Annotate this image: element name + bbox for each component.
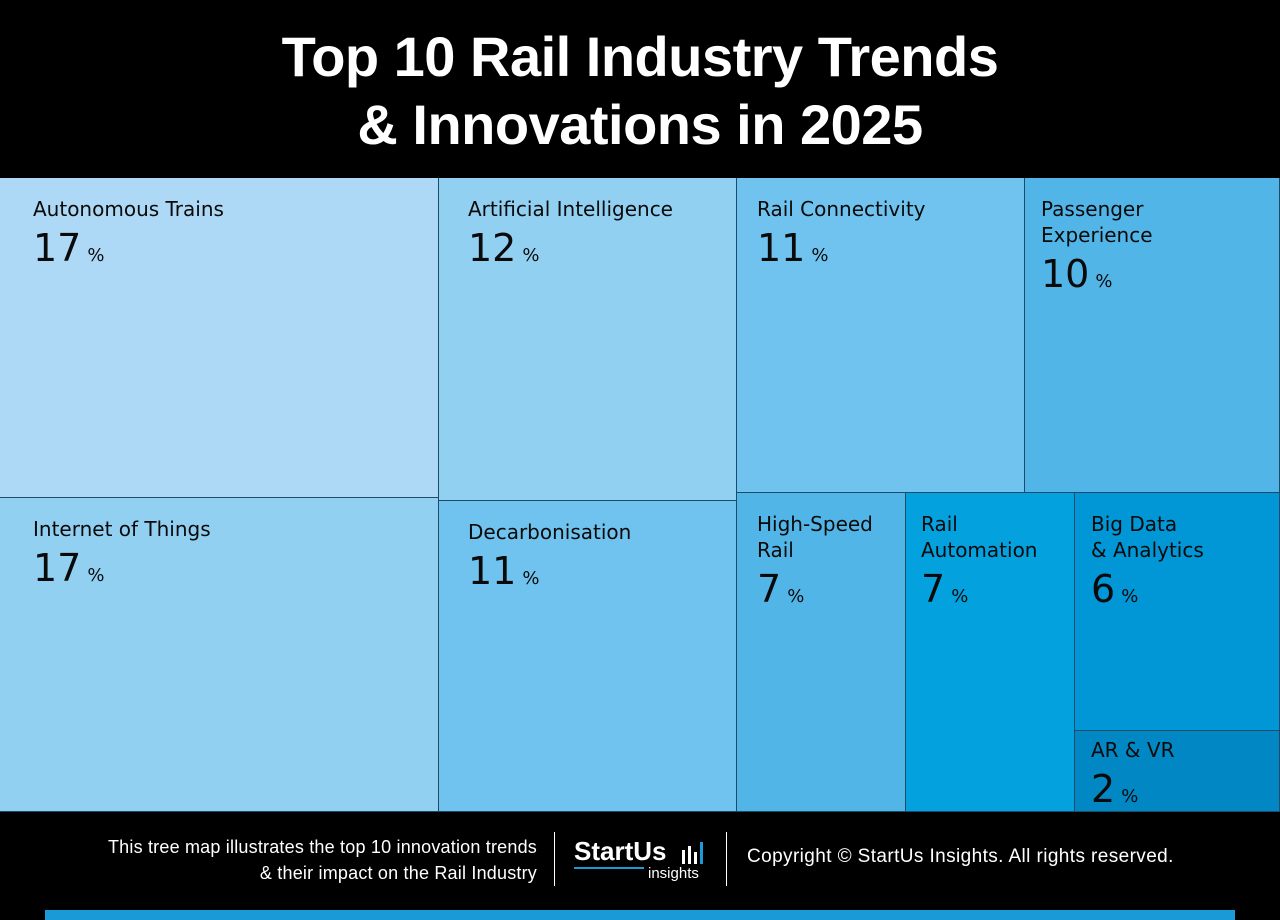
- footer: This tree map illustrates the top 10 inn…: [0, 812, 1280, 920]
- tile-label: Passenger Experience: [1041, 197, 1153, 247]
- footer-separator-right: [726, 832, 727, 886]
- tile-value-unit: %: [787, 586, 805, 607]
- treemap-tile-high-speed-rail: High-Speed Rail 7%: [737, 493, 906, 812]
- tile-value-number: 17: [33, 226, 82, 270]
- tile-label: Big Data & Analytics: [1091, 512, 1204, 562]
- tile-value-number: 17: [33, 546, 82, 590]
- tile-label: Decarbonisation: [468, 520, 632, 544]
- title-line-2: & Innovations in 2025: [357, 93, 923, 156]
- logo-underline: [574, 867, 644, 869]
- tile-label: High-Speed Rail: [757, 512, 873, 562]
- tile-value-number: 7: [757, 567, 782, 611]
- tile-value-number: 11: [468, 549, 517, 593]
- treemap-tile-artificial-intelligence: Artificial Intelligence 12%: [439, 178, 737, 501]
- tile-value-number: 7: [921, 567, 946, 611]
- treemap-tile-internet-of-things: Internet of Things 17%: [0, 498, 439, 812]
- header: Top 10 Rail Industry Trends & Innovation…: [0, 0, 1280, 178]
- tile-value-number: 10: [1041, 252, 1090, 296]
- treemap-tile-ar-and-vr: AR & VR 2%: [1075, 731, 1280, 812]
- tile-value: 11%: [468, 549, 539, 601]
- tile-value: 12%: [468, 226, 539, 278]
- footer-description: This tree map illustrates the top 10 inn…: [108, 834, 537, 886]
- logo-sub-text: insights: [648, 865, 699, 882]
- tile-label: Autonomous Trains: [33, 197, 224, 221]
- tile-label: Rail Connectivity: [757, 197, 926, 221]
- tile-value: 7%: [757, 567, 804, 619]
- tile-value-number: 2: [1091, 767, 1116, 811]
- bar-chart-icon: [682, 842, 703, 864]
- footer-description-line-1: This tree map illustrates the top 10 inn…: [107, 837, 537, 857]
- tile-value: 2%: [1091, 767, 1139, 811]
- tile-value: 17%: [33, 546, 104, 598]
- tile-label: Rail Automation: [921, 512, 1038, 562]
- footer-separator-left: [554, 832, 555, 886]
- tile-value: 6%: [1091, 567, 1138, 619]
- title-line-1: Top 10 Rail Industry Trends: [281, 25, 999, 88]
- treemap: Autonomous Trains 17% Internet of Things 17…: [0, 178, 1280, 812]
- tile-value-unit: %: [951, 586, 969, 607]
- startus-insights-logo: StartUs insights: [574, 836, 714, 884]
- tile-value: 11%: [757, 226, 828, 278]
- tile-value-unit: %: [87, 245, 105, 266]
- treemap-tile-passenger-experience: Passenger Experience 10%: [1025, 178, 1280, 493]
- tile-value-unit: %: [522, 568, 540, 589]
- tile-value-number: 6: [1091, 567, 1116, 611]
- logo-brand-text: StartUs: [574, 836, 667, 866]
- tile-value: 17%: [33, 226, 104, 278]
- treemap-tile-autonomous-trains: Autonomous Trains 17%: [0, 178, 439, 498]
- treemap-tile-rail-connectivity: Rail Connectivity 11%: [737, 178, 1025, 493]
- treemap-tile-big-data-and-analytics: Big Data & Analytics 6%: [1075, 493, 1280, 731]
- tile-value: 10%: [1041, 252, 1112, 304]
- footer-description-line-2: & their impact on the Rail Industry: [259, 863, 537, 883]
- tile-label: Internet of Things: [33, 517, 211, 541]
- tile-value-unit: %: [87, 565, 105, 586]
- tile-label: Artificial Intelligence: [468, 197, 673, 221]
- tile-value-number: 12: [468, 226, 517, 270]
- copyright-text: Copyright © StartUs Insights. All rights…: [747, 846, 1174, 867]
- tile-value-unit: %: [1095, 271, 1113, 292]
- tile-value-unit: %: [811, 245, 829, 266]
- tile-value-unit: %: [1121, 786, 1139, 807]
- treemap-tile-decarbonisation: Decarbonisation 11%: [439, 501, 737, 812]
- tile-label: AR & VR: [1091, 738, 1175, 762]
- tile-value-unit: %: [1121, 586, 1139, 607]
- bottom-accent-bar: [45, 910, 1235, 920]
- tile-value-number: 11: [757, 226, 806, 270]
- tile-value-unit: %: [522, 245, 540, 266]
- tile-value: 7%: [921, 567, 968, 619]
- treemap-tile-rail-automation: Rail Automation 7%: [906, 493, 1075, 812]
